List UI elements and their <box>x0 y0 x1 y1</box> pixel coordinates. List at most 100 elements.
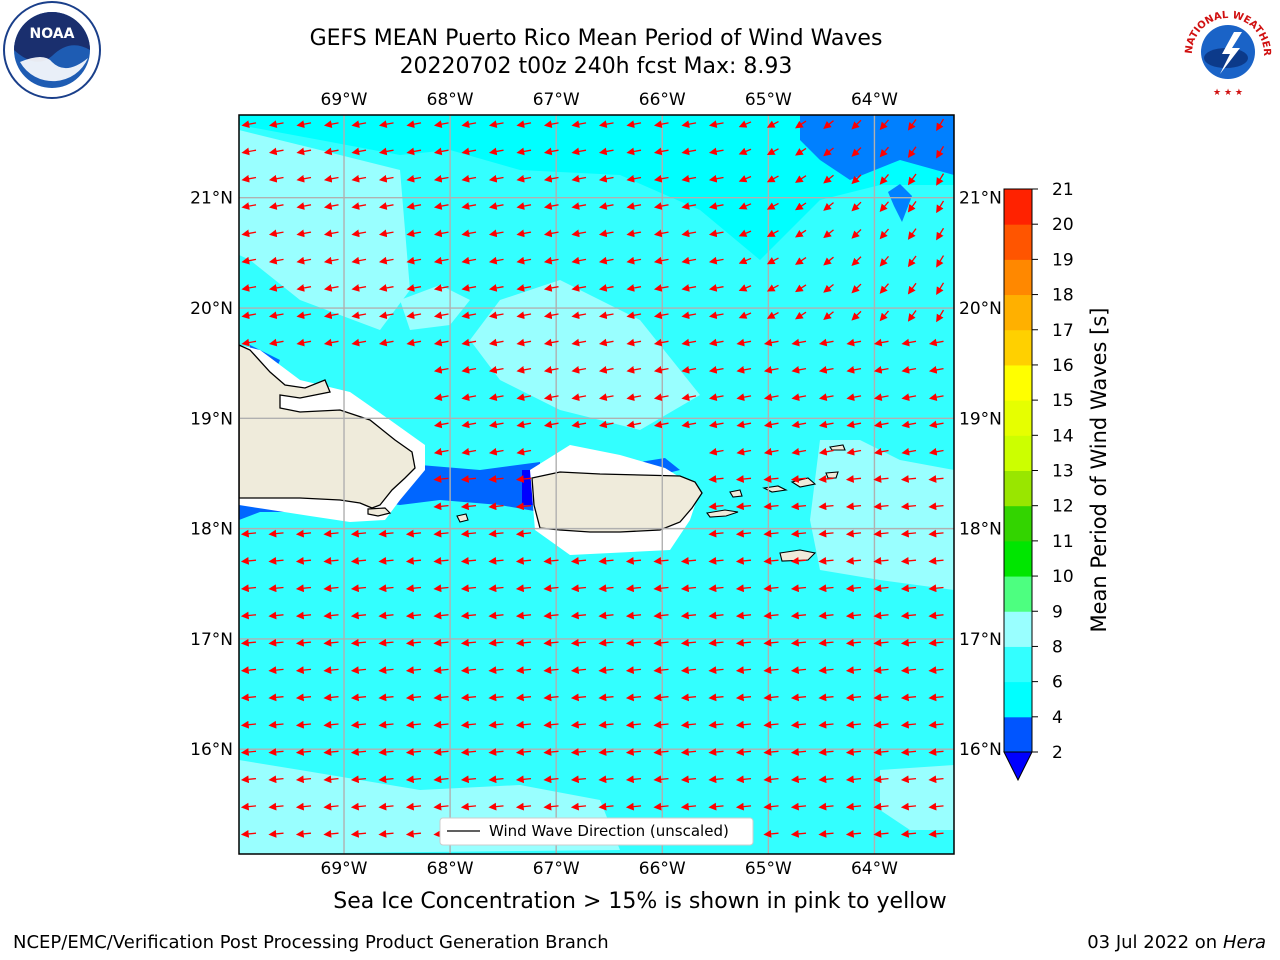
land-anegada <box>829 444 846 451</box>
wave-direction-arrow <box>268 338 284 347</box>
wave-direction-arrow <box>378 748 394 756</box>
wave-direction-arrow <box>818 420 834 429</box>
wave-direction-arrow <box>433 338 449 347</box>
short-period-patch-north-east <box>888 184 912 222</box>
wave-direction-arrow <box>295 748 312 756</box>
colorbar-tick-label: 12 <box>1052 497 1074 517</box>
wave-direction-arrow <box>488 393 504 401</box>
wave-direction-arrow <box>571 174 587 183</box>
chart-title-line-2: 20220702 t00z 240h fcst Max: 8.93 <box>399 54 793 79</box>
wave-direction-arrow <box>766 229 779 237</box>
wave-direction-arrow <box>879 174 889 185</box>
wave-direction-arrow <box>598 584 614 593</box>
wave-direction-arrow <box>296 256 312 265</box>
wave-direction-arrow <box>873 447 889 456</box>
wave-direction-arrow <box>240 638 257 647</box>
wave-direction-arrow <box>763 475 779 483</box>
wave-direction-arrow <box>625 584 642 593</box>
colorbar-segment <box>1004 646 1032 683</box>
wave-direction-arrow <box>873 338 889 347</box>
colorbar-tick-label: 2 <box>1052 743 1063 763</box>
wave-direction-arrow <box>488 256 504 265</box>
wave-direction-arrow <box>240 611 257 620</box>
wave-direction-arrow <box>680 802 697 811</box>
wave-direction-arrow <box>515 502 532 511</box>
wave-direction-arrow <box>625 775 642 784</box>
wave-direction-arrow <box>543 693 559 702</box>
wave-direction-arrow <box>543 638 559 647</box>
wave-direction-arrow <box>653 284 669 292</box>
wave-direction-arrow <box>433 311 449 320</box>
wave-direction-arrow <box>823 229 834 239</box>
wave-direction-arrow <box>846 447 862 456</box>
wave-direction-arrow <box>936 145 945 159</box>
wave-direction-arrow <box>570 802 587 811</box>
wave-direction-arrow <box>653 366 669 374</box>
colorbar-segment <box>1004 681 1032 718</box>
wave-direction-arrow <box>350 775 367 784</box>
wave-direction-arrow <box>268 529 284 538</box>
wave-direction-arrow <box>598 147 614 156</box>
colorbar-tick-label: 14 <box>1052 426 1074 446</box>
wave-direction-arrow <box>653 147 669 156</box>
wave-direction-arrow <box>928 338 944 347</box>
wave-direction-arrow <box>240 775 257 784</box>
wave-direction-arrow <box>405 638 422 647</box>
wave-direction-arrow <box>873 557 889 565</box>
wave-direction-arrow <box>351 284 367 292</box>
wave-direction-arrow <box>873 638 889 647</box>
wave-direction-arrow <box>515 529 532 538</box>
wave-direction-arrow <box>851 229 862 239</box>
wave-direction-arrow <box>653 202 669 210</box>
wave-direction-arrow <box>766 120 779 128</box>
wave-direction-arrow <box>571 120 587 128</box>
wave-direction-arrow <box>350 693 367 702</box>
wave-direction-arrow <box>626 311 642 320</box>
colorbar-tick-label: 20 <box>1052 215 1074 235</box>
wave-direction-arrow <box>433 447 449 456</box>
wave-direction-arrow <box>845 557 862 565</box>
wave-direction-arrow <box>846 420 862 429</box>
wave-direction-arrow <box>433 638 449 647</box>
wave-direction-arrow <box>240 748 257 756</box>
wave-direction-arrow <box>900 693 917 702</box>
wave-direction-arrow <box>907 119 917 131</box>
wave-direction-arrow <box>323 720 339 729</box>
wave-direction-arrow <box>460 720 477 729</box>
wave-direction-arrow <box>851 256 862 267</box>
colorbar-segment <box>1004 400 1032 436</box>
lon-tick-label-bottom: 67°W <box>533 859 580 879</box>
wave-direction-arrow <box>405 830 422 838</box>
wave-direction-arrow <box>461 338 477 347</box>
wave-direction-arrow <box>433 720 449 729</box>
wave-direction-arrow <box>936 255 945 268</box>
wave-direction-arrow <box>681 147 697 156</box>
wave-direction-arrow <box>626 256 642 265</box>
wave-direction-arrow <box>543 584 559 593</box>
wave-direction-arrow <box>268 174 284 183</box>
wave-direction-arrow <box>653 420 669 429</box>
wave-direction-arrow <box>241 256 257 265</box>
wave-direction-arrow <box>738 256 752 265</box>
wave-direction-arrow <box>323 557 339 565</box>
wave-direction-arrow <box>736 366 752 374</box>
wave-direction-arrow <box>901 393 917 401</box>
wave-direction-arrow <box>461 420 477 429</box>
wave-direction-arrow <box>763 584 779 593</box>
wave-direction-arrow <box>406 256 422 265</box>
wave-direction-arrow <box>763 447 779 456</box>
wave-direction-arrow <box>846 366 862 374</box>
wave-direction-arrow <box>653 393 669 401</box>
wave-direction-arrow <box>433 584 449 593</box>
wave-direction-arrow <box>323 748 339 756</box>
lon-tick-label-top: 65°W <box>745 90 792 110</box>
lat-tick-label-right: 17°N <box>959 630 1002 650</box>
wave-direction-arrow <box>900 502 917 511</box>
wave-direction-arrow <box>460 557 477 565</box>
wave-direction-arrow <box>570 666 587 674</box>
wave-direction-arrow <box>433 174 449 183</box>
lon-tick-label-top: 64°W <box>851 90 898 110</box>
wave-direction-arrow <box>681 202 697 210</box>
wave-direction-arrow <box>543 748 559 756</box>
wave-direction-arrow <box>268 638 284 647</box>
